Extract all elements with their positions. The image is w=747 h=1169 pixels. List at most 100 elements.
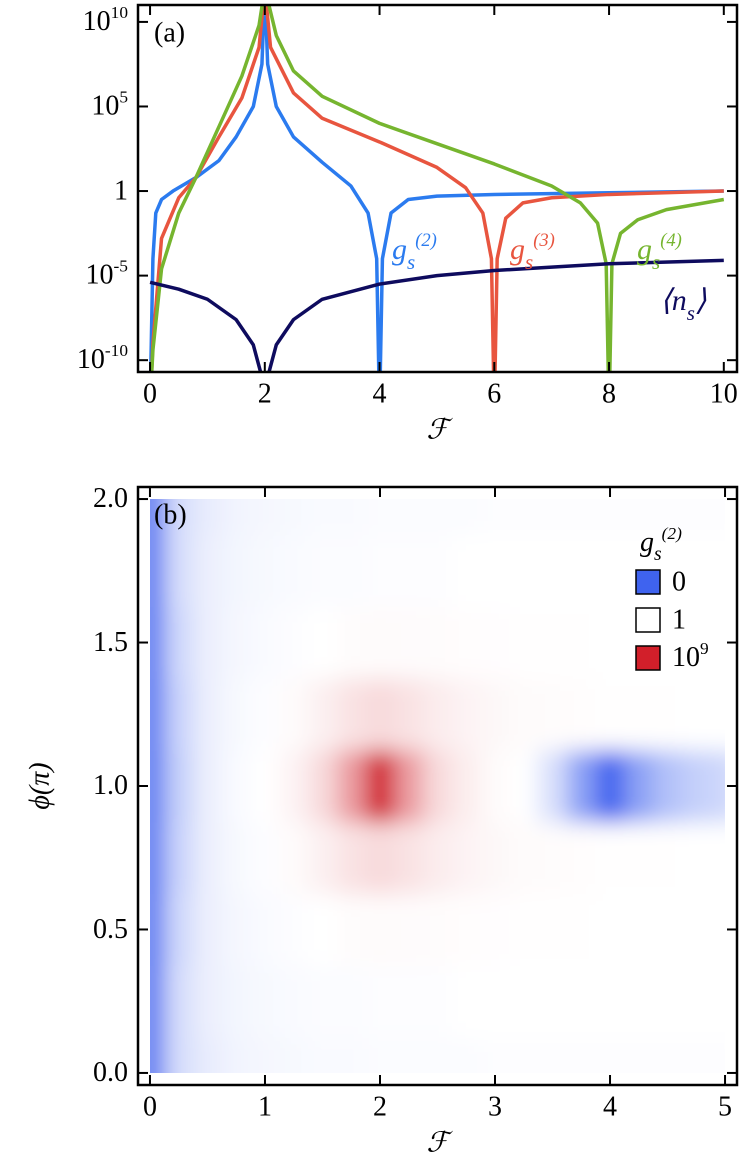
heatmap-cell: [480, 606, 510, 679]
y-axis-label: ϕ(π): [24, 762, 55, 809]
heatmap-cell: [480, 1037, 510, 1073]
legend-label: 109: [672, 639, 709, 673]
heatmap-cell: [451, 750, 482, 823]
heatmap-cell: [336, 499, 367, 536]
heatmap-cell: [566, 750, 597, 823]
x-tick-label: 2: [373, 1091, 387, 1122]
heatmap-cell: [423, 534, 453, 608]
plot-area: [148, 5, 725, 372]
y-tick-label-part: 0.0: [93, 1057, 128, 1088]
heatmap-cell: [308, 893, 338, 966]
heatmap-cell: [279, 750, 309, 823]
heatmap-cell: [566, 821, 597, 895]
heatmap-cell: [480, 821, 510, 895]
heatmap-cell: [279, 965, 309, 1038]
heatmap-cell: [336, 965, 367, 1038]
y-tick-label-part: 1.0: [93, 770, 128, 801]
heatmap-cell: [681, 1037, 712, 1073]
heatmap-cell: [653, 1037, 683, 1073]
heatmap-cell: [336, 750, 367, 823]
heatmap-cell: [509, 821, 539, 895]
y-tick-label: 0.0: [93, 1057, 128, 1088]
heatmap-cell: [221, 821, 252, 895]
legend-label-part: 9: [700, 639, 709, 658]
legend-title: gs(2): [640, 524, 682, 565]
series-label-part: (2): [415, 230, 437, 251]
heatmap-cell: [480, 678, 510, 751]
legend-title-part: g: [640, 527, 654, 558]
heatmap-cell: [193, 678, 223, 751]
heatmap-cell: [250, 606, 280, 679]
heatmap-cell: [149, 606, 165, 679]
heatmap-cell: [538, 965, 568, 1038]
x-tick-label: 8: [602, 378, 616, 409]
y-tick-label-part: 10: [91, 91, 119, 122]
y-tick-label: 1: [114, 175, 128, 206]
heatmap-cell: [365, 499, 395, 536]
legend-label: 0: [672, 566, 686, 597]
heatmap-cell: [509, 606, 539, 679]
heatmap-cell: [681, 678, 712, 751]
panel-label: (a): [154, 17, 185, 48]
x-tick-label: 4: [603, 1091, 617, 1122]
heatmap-cell: [193, 606, 223, 679]
y-tick-label: 2.0: [93, 483, 128, 514]
series-label: gs(2): [392, 230, 437, 274]
heatmap-cell: [394, 606, 424, 679]
heatmap-cell: [595, 893, 625, 966]
heatmap-cell: [710, 965, 726, 1038]
legend-swatch: [635, 607, 661, 633]
heatmap-cell: [250, 499, 280, 536]
heatmap-cell: [193, 965, 223, 1038]
heatmap-clip: [149, 499, 726, 1073]
heatmap-cell: [221, 893, 252, 966]
heatmap-cell: [193, 821, 223, 895]
series-label: gs(3): [510, 230, 555, 274]
y-tick-label: 1010: [83, 3, 129, 37]
y-tick-label-part: 10: [77, 345, 105, 376]
series-label-part: g: [637, 233, 652, 266]
heatmap-cell: [710, 606, 726, 679]
heatmap-cell: [336, 821, 367, 895]
heatmap-cell: [480, 750, 510, 823]
heatmap-cell: [653, 893, 683, 966]
heatmap-cell: [509, 750, 539, 823]
heatmap-cell: [595, 1037, 625, 1073]
legend-title-part: s: [654, 544, 662, 565]
heatmap-cell: [149, 965, 165, 1038]
heatmap-cell: [710, 678, 726, 751]
heatmap-cell: [308, 499, 338, 536]
heatmap-cell: [394, 821, 424, 895]
heatmap-cell: [509, 965, 539, 1038]
heatmap-cell: [308, 750, 338, 823]
heatmap-cell: [624, 750, 654, 823]
heatmap-cell: [653, 965, 683, 1038]
heatmap-cell: [193, 893, 223, 966]
heatmap-cell: [451, 606, 482, 679]
heatmap-cell: [653, 499, 683, 536]
heatmap-cell: [308, 965, 338, 1038]
heatmap-cell: [423, 606, 453, 679]
heatmap-cell: [595, 678, 625, 751]
heatmap-cell: [149, 750, 165, 823]
heatmap-cell: [336, 678, 367, 751]
heatmap-cell: [538, 821, 568, 895]
heatmap-cell: [451, 821, 482, 895]
plot-frame: [136, 3, 739, 374]
series-line: [148, 5, 724, 372]
x-tick-label: 10: [710, 378, 738, 409]
heatmap-cell: [365, 821, 395, 895]
heatmap-cell: [365, 893, 395, 966]
heatmap-cell: [595, 750, 625, 823]
series-label-part: (4): [660, 230, 682, 251]
series-line: [149, 258, 724, 372]
heatmap-cell: [365, 534, 395, 608]
heatmap-cell: [566, 1037, 597, 1073]
heatmap-cell: [681, 750, 712, 823]
heatmap-cell: [653, 821, 683, 895]
legend-label: 1: [672, 604, 686, 635]
heatmap-cell: [365, 750, 395, 823]
y-tick-label: 10-5: [86, 257, 128, 291]
heatmap-cell: [279, 893, 309, 966]
